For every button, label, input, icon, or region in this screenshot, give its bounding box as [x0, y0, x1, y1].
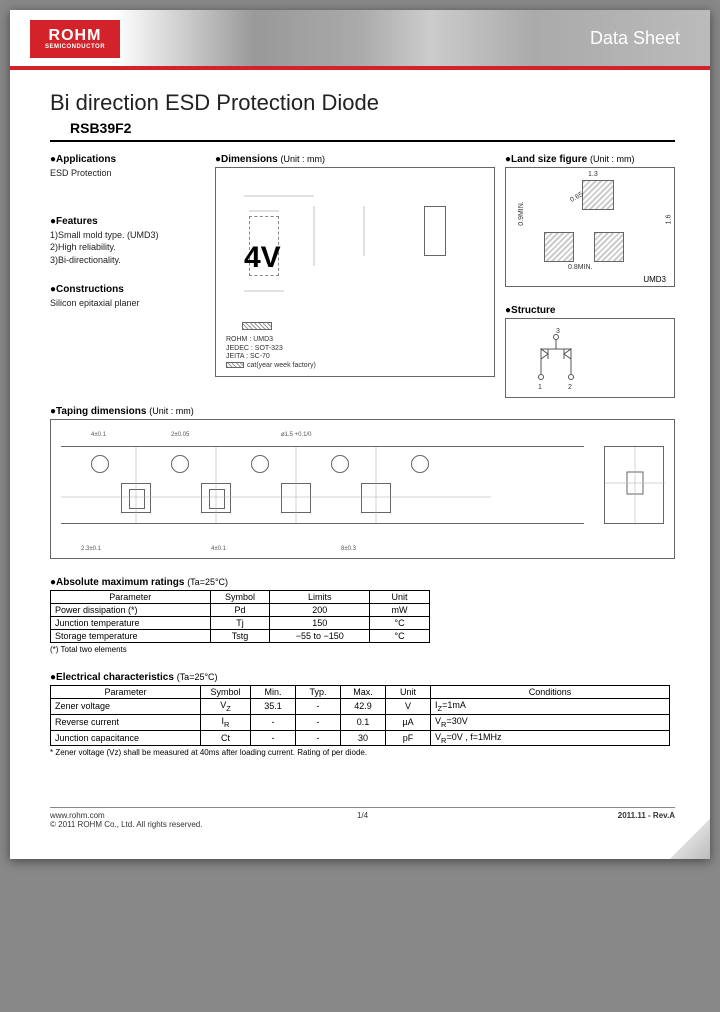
circuit-schematic: 3 1 2 [506, 319, 674, 397]
landsize-heading: ●Land size figure (Unit : mm) [505, 154, 675, 165]
abs-max-note: (*) Total two elements [50, 645, 675, 654]
page-title: Bi direction ESD Protection Diode [50, 90, 675, 116]
logo-text: ROHM [49, 28, 102, 44]
feature-item: 3)Bi-directionality. [50, 254, 205, 267]
title-rule [50, 140, 675, 142]
abs-max-heading: ●Absolute maximum ratings (Ta=25°C) [50, 577, 675, 588]
tape-cross-section [604, 446, 664, 524]
page-number: 1/4 [357, 811, 368, 820]
feature-item: 2)High reliability. [50, 241, 205, 254]
header-banner: ROHM SEMICONDUCTOR Data Sheet [10, 10, 710, 70]
footer-url: www.rohm.com [50, 811, 202, 820]
taping-heading: ●Taping dimensions (Unit : mm) [50, 406, 675, 417]
dimensions-heading: ●Dimensions (Unit : mm) [215, 154, 495, 165]
part-number: RSB39F2 [70, 120, 675, 136]
doc-type-label: Data Sheet [590, 28, 680, 49]
applications-heading: ●Applications [50, 154, 205, 165]
svg-text:1: 1 [538, 384, 542, 391]
dimensions-title: ●Dimensions [215, 154, 278, 165]
page-footer: www.rohm.com © 2011 ROHM Co., Ltd. All r… [50, 807, 675, 829]
svg-text:2: 2 [568, 384, 572, 391]
page-curl-icon [670, 819, 710, 859]
dimensions-unit: (Unit : mm) [281, 154, 326, 164]
dimensions-diagram: 4V ROHM : UMD3 [215, 167, 495, 377]
taping-diagram: 4±0.1 2±0.05 ø1.5 +0.1/0 2.3±0.1 4±0.1 8… [50, 419, 675, 559]
package-codes: ROHM : UMD3 JEDEC : SOT-323 JEITA : SC-7… [226, 336, 316, 370]
tape-strip [61, 446, 584, 524]
land-pad [582, 180, 614, 210]
land-pad [544, 232, 574, 262]
applications-body: ESD Protection [50, 167, 205, 180]
features-heading: ●Features [50, 216, 205, 227]
land-caption: UMD3 [643, 275, 666, 284]
structure-heading: ●Structure [505, 305, 675, 316]
elec-char-note: * Zener voltage (Vz) shall be measured a… [50, 748, 675, 757]
revision: 2011.11 - Rev.A [618, 811, 675, 820]
svg-text:3: 3 [556, 328, 560, 335]
landsize-diagram: 1.3 0.65 0.9MIN. 0.8MIN. 1.6 UMD3 [505, 167, 675, 287]
logo-subtext: SEMICONDUCTOR [45, 44, 105, 50]
tape-crosshairs [61, 447, 584, 523]
feature-item: 1)Small mold type. (UMD3) [50, 229, 205, 242]
footer-copyright: © 2011 ROHM Co., Ltd. All rights reserve… [50, 820, 202, 829]
elec-char-heading: ●Electrical characteristics (Ta=25°C) [50, 672, 675, 683]
constructions-heading: ●Constructions [50, 284, 205, 295]
banner-rule [10, 66, 710, 70]
constructions-body: Silicon epitaxial planer [50, 297, 205, 310]
abs-max-table: Parameter Symbol Limits Unit Power dissi… [50, 590, 430, 643]
elec-char-table: Parameter Symbol Min. Typ. Max. Unit Con… [50, 685, 670, 746]
land-pad [594, 232, 624, 262]
rohm-logo: ROHM SEMICONDUCTOR [30, 20, 120, 58]
structure-diagram: 3 1 2 [505, 318, 675, 398]
